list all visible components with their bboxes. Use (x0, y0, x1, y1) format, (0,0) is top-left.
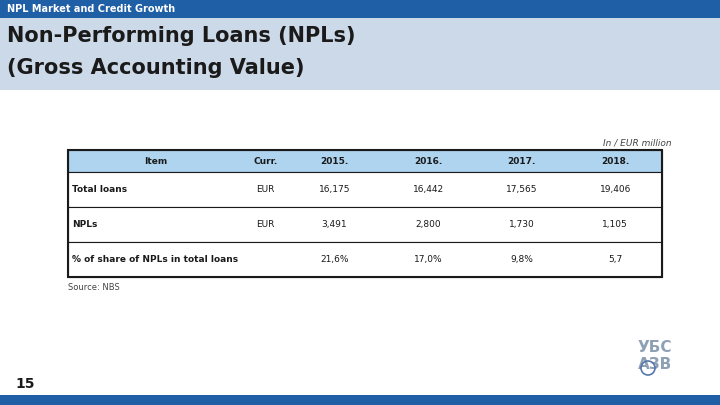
Text: 2,800: 2,800 (415, 220, 441, 229)
Text: 1,105: 1,105 (603, 220, 628, 229)
Text: 1,730: 1,730 (509, 220, 534, 229)
Text: 21,6%: 21,6% (320, 255, 348, 264)
Text: Total loans: Total loans (72, 185, 127, 194)
Text: 17,565: 17,565 (506, 185, 537, 194)
Text: NPLs: NPLs (72, 220, 97, 229)
Text: 16,175: 16,175 (319, 185, 351, 194)
Bar (0, 90, 720, 405)
Text: 2016.: 2016. (414, 156, 442, 166)
Bar (0, 395, 720, 405)
Text: EUR: EUR (256, 185, 275, 194)
Bar (0, 18, 720, 90)
Text: NPL Market and Credit Growth: NPL Market and Credit Growth (7, 4, 175, 14)
Bar (68, 172, 662, 207)
Text: 9,8%: 9,8% (510, 255, 533, 264)
Text: 15: 15 (15, 377, 35, 391)
Text: 19,406: 19,406 (600, 185, 631, 194)
Text: 2015.: 2015. (320, 156, 348, 166)
Text: Curr.: Curr. (253, 156, 278, 166)
Text: EUR: EUR (256, 220, 275, 229)
Bar (68, 242, 662, 277)
Text: 3,491: 3,491 (322, 220, 347, 229)
Text: 16,442: 16,442 (413, 185, 444, 194)
Text: 17,0%: 17,0% (414, 255, 442, 264)
Text: Non-Performing Loans (NPLs): Non-Performing Loans (NPLs) (7, 26, 356, 46)
Text: (Gross Accounting Value): (Gross Accounting Value) (7, 58, 305, 78)
Bar (0, 0, 720, 18)
Text: Source: NBS: Source: NBS (68, 283, 120, 292)
Bar (68, 207, 662, 242)
Text: АЗВ: АЗВ (638, 357, 672, 372)
Text: 2018.: 2018. (601, 156, 629, 166)
Text: In / EUR million: In / EUR million (603, 139, 672, 148)
Bar (68, 150, 662, 277)
Text: 2017.: 2017. (508, 156, 536, 166)
Bar (68, 150, 662, 172)
Text: 5,7: 5,7 (608, 255, 622, 264)
Text: % of share of NPLs in total loans: % of share of NPLs in total loans (72, 255, 238, 264)
Text: Item: Item (144, 156, 167, 166)
Text: УБС: УБС (638, 340, 672, 355)
